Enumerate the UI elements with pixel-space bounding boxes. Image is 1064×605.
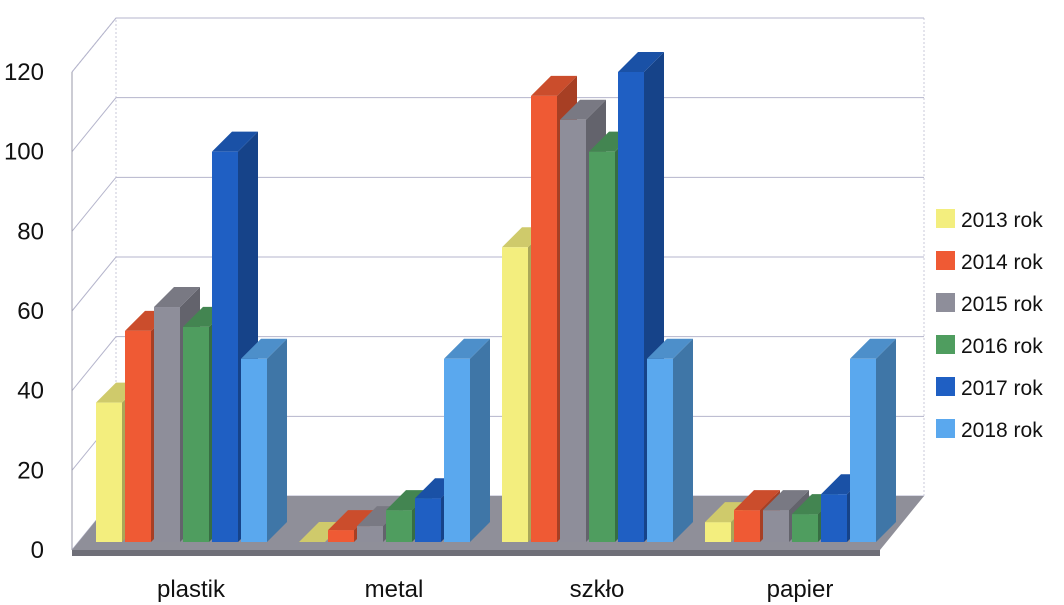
bars-group xyxy=(96,52,896,543)
bar-top xyxy=(763,490,809,511)
bar-front xyxy=(328,530,354,542)
bar-side xyxy=(673,338,693,542)
bar-front xyxy=(560,119,586,543)
legend-item: 2017 rok xyxy=(936,377,1043,400)
bar-top xyxy=(241,338,287,359)
legend-label: 2014 rok xyxy=(961,251,1043,274)
bar-front xyxy=(531,95,557,543)
bar-front xyxy=(125,330,151,542)
bar-side xyxy=(470,338,490,542)
bar-front xyxy=(444,358,470,542)
bar-top xyxy=(850,338,896,359)
bar-front xyxy=(589,151,615,542)
x-category-label: szkło xyxy=(570,576,625,603)
bar-front xyxy=(183,326,209,542)
legend-item: 2014 rok xyxy=(936,251,1043,274)
bar-front xyxy=(415,498,441,542)
gridline xyxy=(71,17,924,73)
y-tick-label: 20 xyxy=(17,457,44,484)
legend-swatch xyxy=(936,335,955,354)
legend-item: 2013 rok xyxy=(936,209,1043,232)
bar-front xyxy=(96,402,122,542)
y-tick-label: 0 xyxy=(31,537,44,564)
legend-label: 2013 rok xyxy=(961,209,1043,232)
bar-front xyxy=(763,510,789,542)
legend-swatch xyxy=(936,251,955,270)
bar-metal-2018-rok xyxy=(444,338,490,542)
gridline xyxy=(71,176,924,232)
legend-label: 2017 rok xyxy=(961,377,1043,400)
x-axis: plastik metal szkło papier xyxy=(157,576,833,603)
bar-plastik-2018-rok xyxy=(241,338,287,542)
bar-front xyxy=(792,514,818,542)
legend-swatch xyxy=(936,377,955,396)
bar-front xyxy=(821,494,847,542)
bar-top xyxy=(734,490,780,511)
bar-front xyxy=(705,522,731,542)
legend-label: 2016 rok xyxy=(961,335,1043,358)
x-category-label: metal xyxy=(365,576,424,603)
legend-item: 2016 rok xyxy=(936,335,1043,358)
bar-top xyxy=(618,52,664,72)
bar-front xyxy=(618,72,644,542)
floor-front xyxy=(72,550,880,556)
legend-swatch xyxy=(936,209,955,228)
bar-front xyxy=(357,526,383,542)
x-category-label: plastik xyxy=(157,576,226,603)
bar-top xyxy=(531,75,577,96)
legend-item: 2018 rok xyxy=(936,419,1043,442)
legend-item: 2015 rok xyxy=(936,293,1043,316)
legend: 2013 rok 2014 rok 2015 rok 2016 rok 2017 rok… xyxy=(936,209,1043,442)
y-tick-label: 60 xyxy=(17,298,44,325)
bar-szkło-2018-rok xyxy=(647,338,693,542)
bar-front xyxy=(734,510,760,542)
bar-front xyxy=(850,358,876,542)
bar-front xyxy=(386,510,412,542)
bar-top xyxy=(444,338,490,359)
bar-top xyxy=(212,131,258,152)
y-tick-label: 120 xyxy=(4,59,44,86)
bar-front xyxy=(647,358,673,542)
legend-label: 2018 rok xyxy=(961,419,1043,442)
bar-top xyxy=(328,510,374,531)
x-category-label: papier xyxy=(767,576,834,603)
y-axis: 0 20 40 60 80 100 120 xyxy=(4,59,73,564)
legend-label: 2015 rok xyxy=(961,293,1043,316)
bar-top xyxy=(647,338,693,359)
legend-swatch xyxy=(936,293,955,312)
bar-side xyxy=(876,338,896,542)
gridline xyxy=(71,97,924,152)
bar-front xyxy=(154,307,180,542)
bar-front xyxy=(502,247,528,542)
bar-side xyxy=(267,338,287,542)
y-tick-label: 80 xyxy=(17,218,44,245)
bar-front xyxy=(241,358,267,542)
bar-top xyxy=(560,99,606,120)
bar-front xyxy=(212,151,238,542)
y-tick-label: 40 xyxy=(17,378,44,405)
bar-top xyxy=(154,287,200,308)
bar-papier-2018-rok xyxy=(850,338,896,542)
legend-swatch xyxy=(936,419,955,438)
y-tick-label: 100 xyxy=(4,139,44,166)
